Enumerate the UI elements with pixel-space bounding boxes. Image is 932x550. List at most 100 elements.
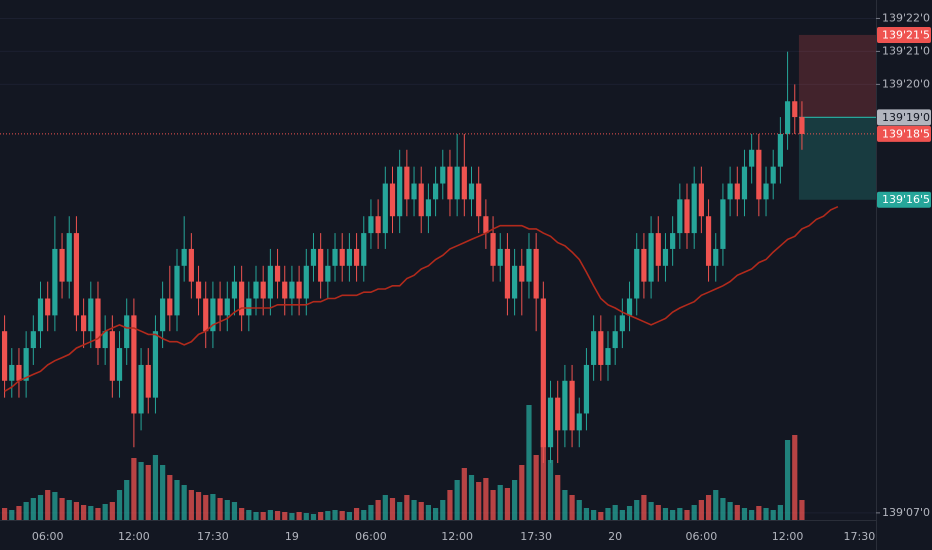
volume-bar [691, 505, 697, 520]
candle-body [37, 298, 44, 332]
candle-body [30, 331, 36, 349]
candle-body [325, 265, 331, 282]
volume-bar [562, 490, 568, 520]
candle-body [397, 166, 403, 217]
volume-bar [504, 488, 511, 520]
candle-body [547, 397, 554, 448]
volume-bar [346, 512, 352, 520]
volume-bar [784, 440, 791, 520]
volume-bar [418, 502, 424, 520]
candle-body [720, 199, 726, 249]
candle-body [246, 298, 252, 316]
volume-bar [749, 510, 755, 520]
volume-bar [641, 495, 647, 520]
volume-bar [274, 511, 281, 520]
volume-bar [116, 490, 123, 520]
volume-bar [375, 500, 381, 520]
candle-body [289, 281, 295, 299]
candle-body [145, 364, 151, 398]
volume-bar [210, 494, 216, 520]
candle-body [404, 166, 410, 200]
volume-bar [512, 480, 518, 520]
candle-body [555, 397, 561, 431]
volume-bar [792, 435, 798, 520]
volume-bar [411, 500, 417, 520]
candle-body [533, 248, 539, 299]
volume-bar [648, 502, 654, 520]
candle-body [591, 331, 597, 365]
candle-body [95, 298, 101, 349]
y-tick-label: 139'20'0 [882, 77, 930, 90]
candle-body [454, 166, 460, 200]
volume-bar [9, 510, 15, 520]
volume-bar [619, 510, 625, 520]
volume-bar [52, 492, 58, 520]
candle-body [88, 298, 94, 332]
candle-body [124, 315, 130, 349]
volume-bar [698, 500, 704, 520]
candle-body [382, 183, 388, 234]
candle-body [389, 183, 396, 217]
volume-bar [533, 455, 539, 520]
volume-bar [361, 510, 367, 520]
volume-bar [282, 512, 288, 520]
y-tick-label: 139'22'0 [882, 11, 930, 24]
candle-body [361, 233, 367, 266]
candle-body [727, 183, 733, 200]
volume-bar [540, 440, 546, 520]
volume-bar [246, 510, 252, 520]
candle-body [713, 248, 719, 266]
candle-body [102, 331, 108, 349]
x-tick-label: 12:00 [118, 530, 150, 543]
volume-bar [145, 465, 151, 520]
volume-bar [131, 458, 137, 520]
candle-body [569, 380, 575, 431]
candle-body [777, 133, 783, 167]
target-zone [798, 117, 876, 200]
candle-body [296, 281, 302, 299]
candle-body [181, 248, 187, 266]
volume-bar [30, 498, 36, 520]
time-axis [0, 520, 876, 550]
volume-bar [174, 480, 180, 520]
candle-body [66, 233, 72, 282]
candle-body [16, 364, 22, 381]
last-price-badge-label: 139'18'5 [882, 127, 930, 140]
candle-body [310, 248, 317, 266]
volume-bar [217, 498, 223, 520]
volume-bar [591, 510, 597, 520]
volume-bar [160, 465, 166, 520]
volume-bar [727, 502, 733, 520]
volume-bar [547, 460, 554, 520]
volume-bar [634, 500, 640, 520]
volume-bar [260, 512, 266, 520]
candle-body [677, 199, 683, 234]
volume-bar [325, 511, 331, 520]
candle-body [490, 233, 496, 266]
volume-bar [239, 508, 245, 520]
candle-body [612, 331, 618, 349]
volume-bar [37, 495, 44, 520]
candle-body [131, 315, 137, 414]
candle-body [425, 199, 432, 217]
candle-body [411, 183, 417, 200]
target-badge-label: 139'16'5 [882, 193, 930, 206]
volume-bar [454, 480, 460, 520]
x-tick-label: 06:00 [32, 530, 64, 543]
candle-body [741, 166, 748, 200]
candle-body [512, 265, 518, 299]
candle-body [605, 348, 611, 365]
volume-bar [670, 510, 676, 520]
volume-bar [231, 502, 238, 520]
last-price-badge [877, 125, 931, 142]
candle-body [562, 380, 568, 431]
volume-bar [303, 513, 309, 520]
volume-bar [109, 502, 115, 520]
volume-bar [476, 482, 482, 520]
candle-body [339, 248, 345, 266]
candle-body [346, 248, 352, 266]
candle-body [109, 331, 115, 381]
candle-body [784, 101, 791, 134]
candle-body [691, 183, 697, 234]
